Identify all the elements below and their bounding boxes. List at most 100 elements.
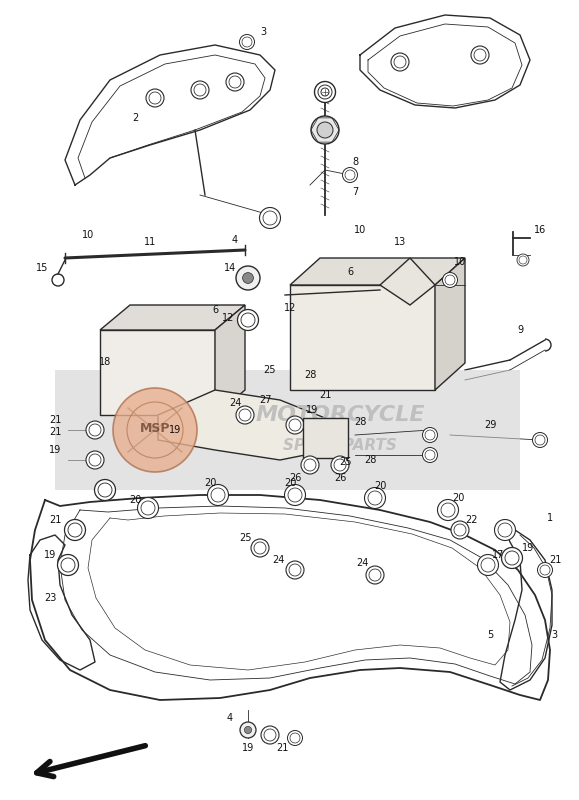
Circle shape	[113, 388, 197, 472]
Text: 21: 21	[549, 555, 561, 565]
Text: 24: 24	[229, 398, 241, 408]
Circle shape	[94, 479, 115, 501]
Text: 13: 13	[394, 237, 406, 247]
Text: 23: 23	[44, 593, 56, 603]
Circle shape	[288, 730, 302, 746]
FancyBboxPatch shape	[55, 370, 520, 490]
Text: 25: 25	[264, 365, 276, 375]
Text: 17: 17	[492, 550, 504, 560]
Text: 24: 24	[272, 555, 284, 565]
FancyBboxPatch shape	[100, 330, 215, 415]
Circle shape	[236, 266, 260, 290]
Text: 27: 27	[259, 395, 271, 405]
Circle shape	[191, 81, 209, 99]
Text: 21: 21	[49, 515, 61, 525]
Text: 16: 16	[534, 225, 546, 235]
Circle shape	[471, 46, 489, 64]
Circle shape	[286, 416, 304, 434]
Text: 19: 19	[49, 445, 61, 455]
Circle shape	[240, 34, 255, 50]
Circle shape	[286, 561, 304, 579]
Text: 6: 6	[347, 267, 353, 277]
Circle shape	[478, 554, 499, 575]
Text: MOTORCYCLE: MOTORCYCLE	[255, 405, 425, 425]
Text: 14: 14	[224, 263, 236, 273]
Circle shape	[240, 722, 256, 738]
Circle shape	[284, 485, 306, 506]
Text: 10: 10	[82, 230, 94, 240]
Text: 10: 10	[354, 225, 366, 235]
Text: 21: 21	[49, 427, 61, 437]
FancyBboxPatch shape	[303, 418, 348, 458]
Circle shape	[207, 485, 229, 506]
Circle shape	[533, 433, 548, 447]
Text: 7: 7	[352, 187, 358, 197]
Text: 12: 12	[222, 313, 234, 323]
Circle shape	[243, 273, 254, 283]
Text: 3: 3	[551, 630, 557, 640]
Text: 20: 20	[204, 478, 216, 488]
Circle shape	[244, 726, 252, 734]
Circle shape	[365, 487, 386, 509]
Text: 20: 20	[129, 495, 141, 505]
Circle shape	[301, 456, 319, 474]
Polygon shape	[380, 258, 435, 305]
Polygon shape	[100, 305, 245, 330]
Text: 15: 15	[36, 263, 48, 273]
Text: 2: 2	[132, 113, 138, 123]
Text: 1: 1	[547, 513, 553, 523]
Circle shape	[537, 562, 552, 578]
Text: 9: 9	[517, 325, 523, 335]
FancyBboxPatch shape	[290, 285, 435, 390]
Text: 19: 19	[169, 425, 181, 435]
Text: 10: 10	[454, 257, 466, 267]
Circle shape	[423, 427, 438, 442]
Circle shape	[314, 82, 335, 102]
Text: 18: 18	[99, 357, 111, 367]
Polygon shape	[290, 258, 465, 285]
Text: 28: 28	[304, 370, 316, 380]
Text: 4: 4	[227, 713, 233, 723]
Circle shape	[321, 88, 329, 96]
Polygon shape	[215, 305, 245, 415]
Text: 25: 25	[339, 457, 351, 467]
Circle shape	[86, 421, 104, 439]
Circle shape	[423, 447, 438, 462]
Text: 12: 12	[284, 303, 296, 313]
Circle shape	[438, 499, 459, 521]
Text: 21: 21	[49, 415, 61, 425]
Text: 29: 29	[484, 420, 496, 430]
Text: 19: 19	[242, 743, 254, 753]
Text: 4: 4	[232, 235, 238, 245]
Text: 28: 28	[354, 417, 366, 427]
Circle shape	[57, 554, 79, 575]
Circle shape	[64, 519, 86, 541]
Text: 5: 5	[487, 630, 493, 640]
Text: 21: 21	[319, 390, 331, 400]
Text: 20: 20	[452, 493, 464, 503]
Circle shape	[501, 547, 522, 569]
Circle shape	[226, 73, 244, 91]
Text: 20: 20	[374, 481, 386, 491]
Polygon shape	[435, 258, 465, 390]
Text: 6: 6	[212, 305, 218, 315]
Text: 19: 19	[44, 550, 56, 560]
Circle shape	[331, 456, 349, 474]
Circle shape	[317, 122, 333, 138]
Circle shape	[366, 566, 384, 584]
Text: 28: 28	[364, 455, 376, 465]
Circle shape	[311, 116, 339, 144]
Text: 19: 19	[522, 543, 534, 553]
Circle shape	[251, 539, 269, 557]
Text: 19: 19	[306, 405, 318, 415]
Circle shape	[391, 53, 409, 71]
Circle shape	[343, 167, 357, 182]
Text: 11: 11	[144, 237, 156, 247]
Circle shape	[259, 207, 280, 229]
Circle shape	[261, 726, 279, 744]
Circle shape	[86, 451, 104, 469]
Circle shape	[517, 254, 529, 266]
Text: MSP: MSP	[140, 422, 170, 434]
Text: 26: 26	[334, 473, 346, 483]
Text: 8: 8	[352, 157, 358, 167]
